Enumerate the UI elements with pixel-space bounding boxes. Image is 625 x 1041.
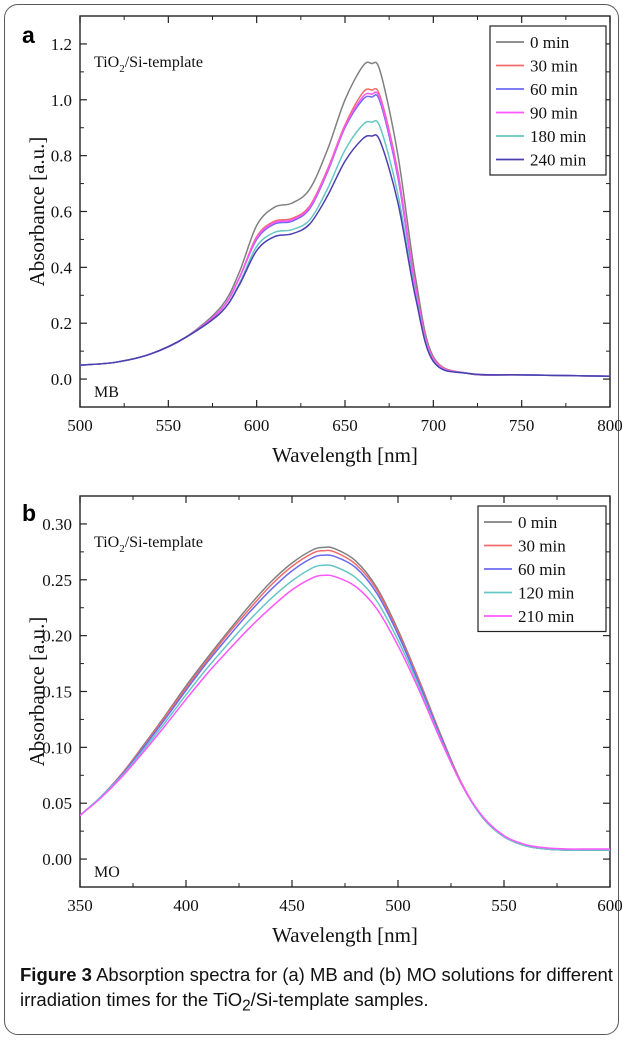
- x-tick-label: 750: [509, 416, 535, 435]
- dye-label: MB: [94, 384, 119, 401]
- x-tick-label: 700: [421, 416, 447, 435]
- legend-label-3: 60 min: [518, 560, 566, 579]
- legend-label-2: 30 min: [518, 537, 566, 556]
- legend-label-1: 0 min: [518, 513, 558, 532]
- x-tick-label: 600: [597, 896, 623, 915]
- y-tick-label: 0.10: [42, 738, 72, 757]
- x-tick-label: 500: [385, 896, 411, 915]
- chart-mo-absorbance: 350 400 450 500 550 600 0.00 0.05 0.10 0.15 0.20 0.…: [25, 495, 623, 947]
- x-tick-label: 550: [491, 896, 517, 915]
- sample-label: TiO2/Si-template: [94, 54, 203, 75]
- caption-text-1: Absorption spectra for (a) MB and (b) MO…: [20, 964, 613, 1010]
- series-line-1: [80, 61, 610, 378]
- series-line-5: [80, 574, 610, 850]
- sample-label-sub: 2: [119, 63, 125, 75]
- x-tick-label: 450: [279, 896, 305, 915]
- sample-label-sub: 2: [119, 543, 125, 555]
- series-line-4: [80, 564, 610, 851]
- y-tick-label: 0.05: [42, 794, 72, 813]
- sample-label-rest: /Si-template: [125, 54, 203, 71]
- legend-label-5: 180 min: [530, 127, 587, 146]
- x-axis-label: Wavelength [nm]: [272, 443, 418, 467]
- y-tick-label: 0.25: [42, 571, 72, 590]
- legend-box: [489, 25, 607, 176]
- y-tick-label: 0.20: [42, 627, 72, 646]
- x-tick-label: 800: [597, 416, 623, 435]
- y-tick-label: 0.6: [51, 203, 72, 222]
- legend-label-4: 90 min: [530, 104, 578, 123]
- chart-mb-absorbance: 500 550 600 650 700 750 800 0.0 0.2 0.4 0.6 0.8 1.0 1…: [25, 15, 623, 467]
- panel-label-b: b: [22, 500, 37, 526]
- series-line-6: [80, 134, 610, 378]
- legend-label-4: 120 min: [518, 584, 575, 603]
- legend-label-1: 0 min: [530, 33, 570, 52]
- x-tick-label: 350: [67, 896, 93, 915]
- caption-subscript: 2: [242, 997, 251, 1015]
- y-tick-label: 0.15: [42, 683, 72, 702]
- y-tick-label: 0.0: [51, 370, 72, 389]
- legend: 0 min 30 min 60 min 120 min 210 min: [477, 505, 607, 633]
- legend-label-5: 210 min: [518, 607, 575, 626]
- x-tick-label: 400: [173, 896, 199, 915]
- caption-text-2: /Si-template samples.: [250, 989, 429, 1010]
- figure-caption: Figure 3 Absorption spectra for (a) MB a…: [20, 962, 620, 1019]
- figure-label: Figure 3: [20, 964, 92, 985]
- series-group: [80, 61, 610, 378]
- x-axis-label: Wavelength [nm]: [272, 923, 418, 947]
- y-tick-label: 1.0: [51, 91, 72, 110]
- sample-label: TiO2/Si-template: [94, 534, 203, 555]
- legend-label-2: 30 min: [530, 57, 578, 76]
- x-tick-label: 550: [156, 416, 182, 435]
- y-axis-label: Absorbance [a.u.]: [25, 137, 49, 287]
- y-tick-label: 0.2: [51, 314, 72, 333]
- sample-label-main: TiO: [94, 54, 119, 71]
- y-tick-label: 0.4: [51, 258, 73, 277]
- x-tick-label: 600: [244, 416, 270, 435]
- y-axis-label: Absorbance [a.u.]: [25, 617, 49, 767]
- dye-label: MO: [94, 864, 120, 881]
- x-tick-label: 650: [332, 416, 358, 435]
- legend-label-6: 240 min: [530, 151, 587, 170]
- sample-label-rest: /Si-template: [125, 534, 203, 551]
- y-tick-label: 0.30: [42, 515, 72, 534]
- y-tick-label: 1.2: [51, 35, 72, 54]
- series-line-4: [80, 91, 610, 378]
- legend: 0 min 30 min 60 min 90 min 180 min 240 min: [489, 25, 607, 176]
- panel-label-a: a: [22, 22, 35, 48]
- y-tick-label: 0.00: [42, 850, 72, 869]
- legend-label-3: 60 min: [530, 80, 578, 99]
- series-group: [80, 546, 610, 851]
- y-tick-label: 0.8: [51, 147, 72, 166]
- x-tick-label: 500: [67, 416, 93, 435]
- sample-label-main: TiO: [94, 534, 119, 551]
